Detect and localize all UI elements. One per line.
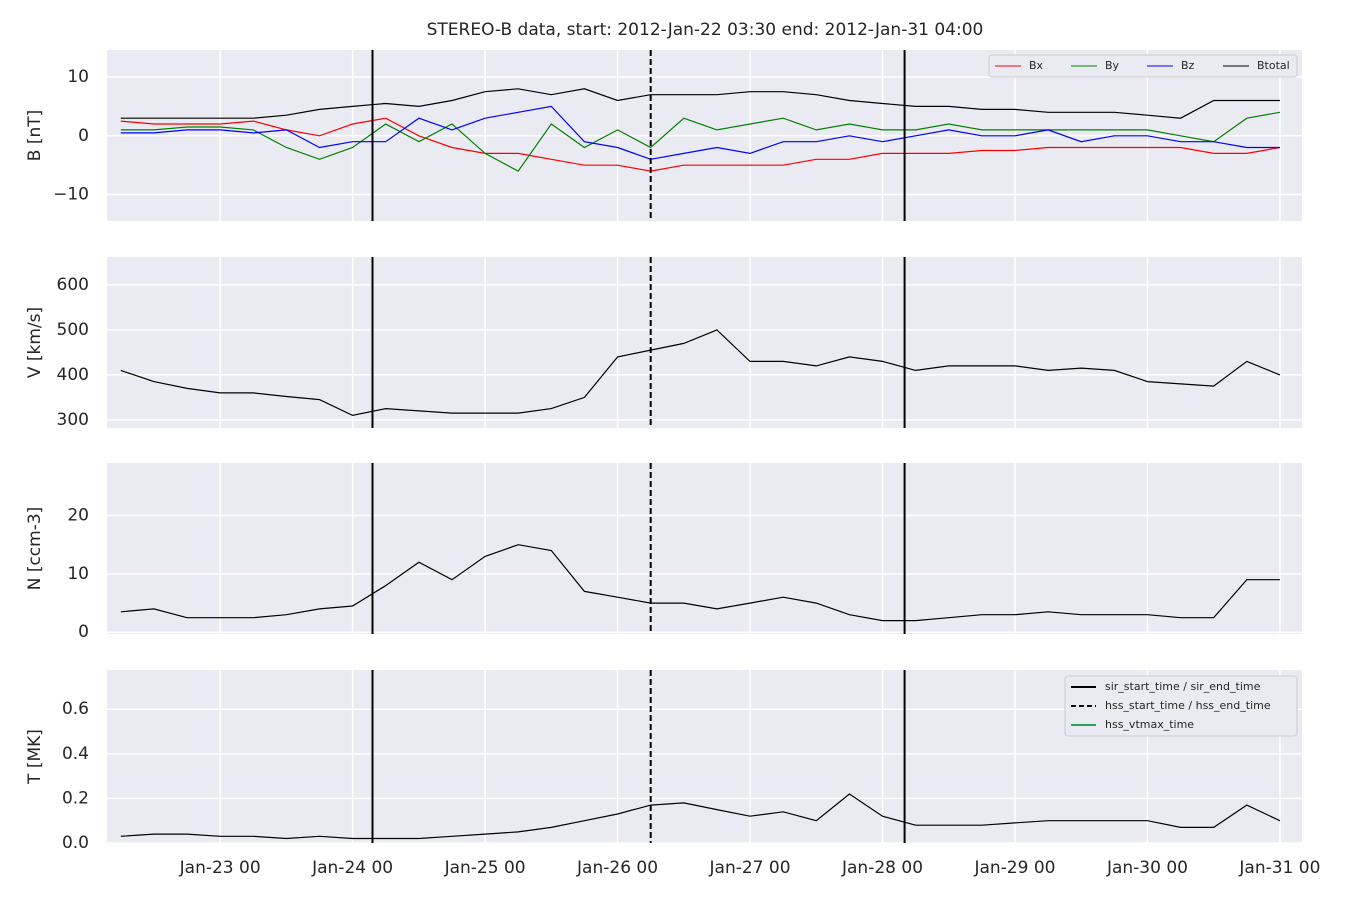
- y-tick-label: 300: [57, 410, 89, 430]
- y-tick-label: 400: [57, 365, 89, 385]
- x-tick-label: Jan-31 00: [1238, 858, 1320, 878]
- y-axis-label: N [ccm-3]: [25, 507, 45, 591]
- legend-label: Bx: [1029, 59, 1044, 72]
- y-tick-label: 0: [78, 622, 89, 642]
- y-axis-label: V [km/s]: [25, 307, 45, 378]
- y-tick-label: 0.6: [62, 699, 89, 719]
- x-tick-label: Jan-28 00: [841, 858, 923, 878]
- series-line: [120, 793, 1281, 840]
- y-tick-label: 0.2: [62, 788, 89, 808]
- series-line: [120, 117, 1281, 172]
- legend-label: Bz: [1181, 59, 1195, 72]
- y-tick-label: 0.0: [62, 833, 89, 853]
- series-line: [120, 544, 1280, 622]
- series-line: [120, 88, 1280, 119]
- x-tick-label: Jan-26 00: [576, 858, 658, 878]
- legend-box: [1064, 675, 1298, 737]
- legend-label: hss_vtmax_time: [1105, 718, 1194, 731]
- legend-label: sir_start_time / sir_end_time: [1105, 680, 1261, 693]
- x-tick-label: Jan-29 00: [973, 858, 1055, 878]
- y-tick-label: 10: [67, 564, 89, 584]
- y-axis-label: B [nT]: [25, 110, 45, 162]
- y-tick-label: 600: [57, 275, 89, 295]
- y-tick-label: 500: [57, 320, 89, 340]
- series-line: [120, 111, 1281, 172]
- plot-area: [107, 463, 1302, 634]
- y-axis-label: T [MK]: [25, 729, 45, 785]
- x-tick-label: Jan-25 00: [444, 858, 526, 878]
- x-tick-label: Jan-27 00: [709, 858, 791, 878]
- y-tick-label: 0.4: [62, 744, 89, 764]
- y-tick-label: −10: [53, 185, 89, 205]
- legend-box: [988, 54, 1298, 78]
- x-tick-label: Jan-23 00: [179, 858, 261, 878]
- series-line: [120, 329, 1281, 417]
- x-tick-label: Jan-30 00: [1106, 858, 1188, 878]
- legend-label: hss_start_time / hss_end_time: [1105, 699, 1271, 712]
- series-line: [120, 105, 1280, 160]
- legend-label: Btotal: [1257, 59, 1290, 72]
- event-legend: sir_start_time / sir_end_time hss_start_t…: [1064, 675, 1298, 737]
- y-tick-label: 10: [67, 67, 89, 87]
- x-tick-label: Jan-24 00: [311, 858, 393, 878]
- legend: Bx By Bz Btotal: [988, 54, 1298, 78]
- y-tick-label: 0: [78, 126, 89, 146]
- figure-title: STEREO-B data, start: 2012-Jan-22 03:30 …: [427, 20, 984, 40]
- plot-area: [107, 257, 1302, 428]
- y-tick-label: 20: [67, 506, 89, 526]
- legend-label: By: [1105, 59, 1120, 72]
